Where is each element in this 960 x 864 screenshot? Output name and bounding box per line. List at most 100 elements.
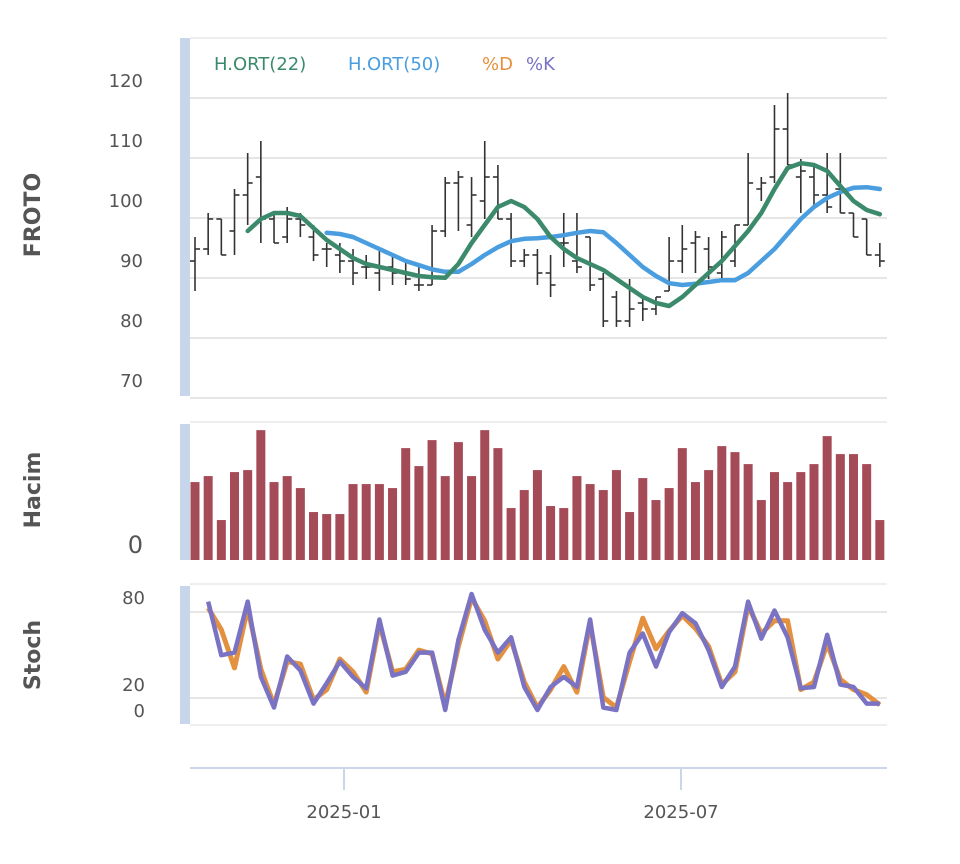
- price-panel-strip: [180, 38, 190, 396]
- ohlc-bar: [743, 153, 754, 226]
- volume-bar: [875, 520, 885, 560]
- ohlc-bar: [795, 159, 806, 213]
- volume-bar: [809, 464, 819, 560]
- x-axis: 2025-01 2025-07: [190, 767, 887, 823]
- volume-ytick-label: 0: [128, 531, 143, 559]
- stoch-panel-strip: [180, 586, 190, 724]
- ohlc-bar: [769, 105, 780, 183]
- volume-bar: [282, 476, 292, 560]
- stoch-ytick-80: 80: [122, 588, 145, 609]
- volume-bar: [677, 448, 687, 560]
- ohlc-bar: [203, 213, 214, 255]
- ohlc-bar: [453, 171, 464, 231]
- ohlc-bar: [558, 213, 569, 267]
- volume-bar: [651, 500, 661, 560]
- legend-k[interactable]: %K: [526, 54, 556, 75]
- volume-bar: [361, 484, 371, 560]
- volume-bar: [625, 512, 635, 560]
- x-tick-label-2025-01: 2025-01: [306, 802, 381, 823]
- stoch-panel-title: Stoch: [21, 620, 46, 690]
- price-ytick-label: 100: [109, 191, 143, 212]
- volume-bar: [862, 464, 872, 560]
- ohlc-bar: [611, 291, 622, 327]
- stoch-panel: Stoch 80 20 0: [21, 583, 887, 726]
- stoch-ytick-20: 20: [122, 675, 145, 696]
- volume-bar: [717, 446, 727, 560]
- ohlc-bar: [598, 273, 609, 327]
- ohlc-bar: [519, 249, 530, 267]
- legend-ma50[interactable]: H.ORT(50): [348, 54, 440, 75]
- ohlc-bar: [571, 213, 582, 273]
- ohlc-bar: [861, 218, 872, 256]
- ohlc-bar: [822, 153, 833, 213]
- volume-bar: [295, 488, 305, 560]
- volume-panel: Hacim 0: [21, 421, 887, 560]
- volume-bar: [743, 464, 753, 560]
- volume-bar: [427, 440, 437, 560]
- ohlc-bar: [874, 243, 885, 267]
- ohlc-bar: [348, 249, 359, 285]
- volume-bar: [190, 482, 200, 560]
- ohlc-bar: [321, 243, 332, 267]
- volume-bar: [230, 472, 240, 560]
- volume-bar: [309, 512, 319, 560]
- ohlc-bar: [466, 177, 477, 237]
- volume-bar: [374, 484, 384, 560]
- ohlc-bar: [229, 189, 240, 255]
- volume-bar: [388, 488, 398, 560]
- volume-bar: [519, 490, 529, 560]
- volume-panel-strip: [180, 424, 190, 560]
- ohlc-bar: [413, 267, 424, 291]
- volume-bar: [585, 484, 595, 560]
- volume-bar: [796, 472, 806, 560]
- volume-bar: [546, 506, 556, 560]
- stoch-k-line: [206, 591, 880, 713]
- ohlc-bar: [690, 231, 701, 273]
- price-panel: FROTO 120 110 100 90 80 70 H.ORT(22) H.ORT(50…: [21, 37, 887, 399]
- volume-bar: [348, 484, 358, 560]
- price-ytick-label: 80: [120, 311, 143, 332]
- volume-bar: [203, 476, 213, 560]
- ohlc-bar: [848, 212, 859, 238]
- ohlc-bar: [808, 165, 819, 207]
- volume-bar: [453, 442, 463, 560]
- volume-bar: [572, 476, 582, 560]
- ohlc-bar: [190, 237, 200, 291]
- volume-bar: [216, 520, 226, 560]
- volume-bar: [704, 470, 714, 560]
- volume-bar: [783, 482, 793, 560]
- volume-bar: [532, 470, 542, 560]
- ma50-line: [324, 184, 883, 288]
- ohlc-bar: [677, 225, 688, 273]
- volume-bar: [440, 476, 450, 560]
- ohlc-bar: [650, 296, 661, 315]
- volume-bar: [756, 500, 766, 560]
- stoch-ytick-0: 0: [134, 701, 145, 722]
- volume-bar: [414, 466, 424, 560]
- volume-bar: [664, 488, 674, 560]
- legend-ma22[interactable]: H.ORT(22): [214, 54, 306, 75]
- ohlc-bar: [216, 218, 227, 256]
- price-panel-title: FROTO: [21, 173, 46, 257]
- volume-bar: [849, 454, 858, 560]
- ohlc-bar: [479, 141, 490, 219]
- volume-bar: [506, 508, 516, 560]
- ohlc-bar: [532, 249, 543, 285]
- volume-bar: [401, 448, 411, 560]
- volume-bar: [638, 478, 648, 560]
- price-ytick-label: 110: [109, 131, 143, 152]
- volume-bar: [730, 452, 740, 560]
- volume-bar: [256, 430, 266, 560]
- volume-bar: [335, 514, 345, 560]
- volume-bar: [493, 448, 503, 560]
- volume-bar: [822, 436, 832, 560]
- volume-bar: [480, 430, 490, 560]
- legend-d[interactable]: %D: [482, 54, 513, 75]
- volume-bar: [835, 454, 845, 560]
- x-tick-label-2025-07: 2025-07: [643, 802, 718, 823]
- volume-bar: [769, 472, 779, 560]
- volume-bar: [598, 490, 608, 560]
- price-ytick-label: 90: [120, 251, 143, 272]
- ohlc-bar: [255, 141, 266, 243]
- volume-bar: [467, 476, 477, 560]
